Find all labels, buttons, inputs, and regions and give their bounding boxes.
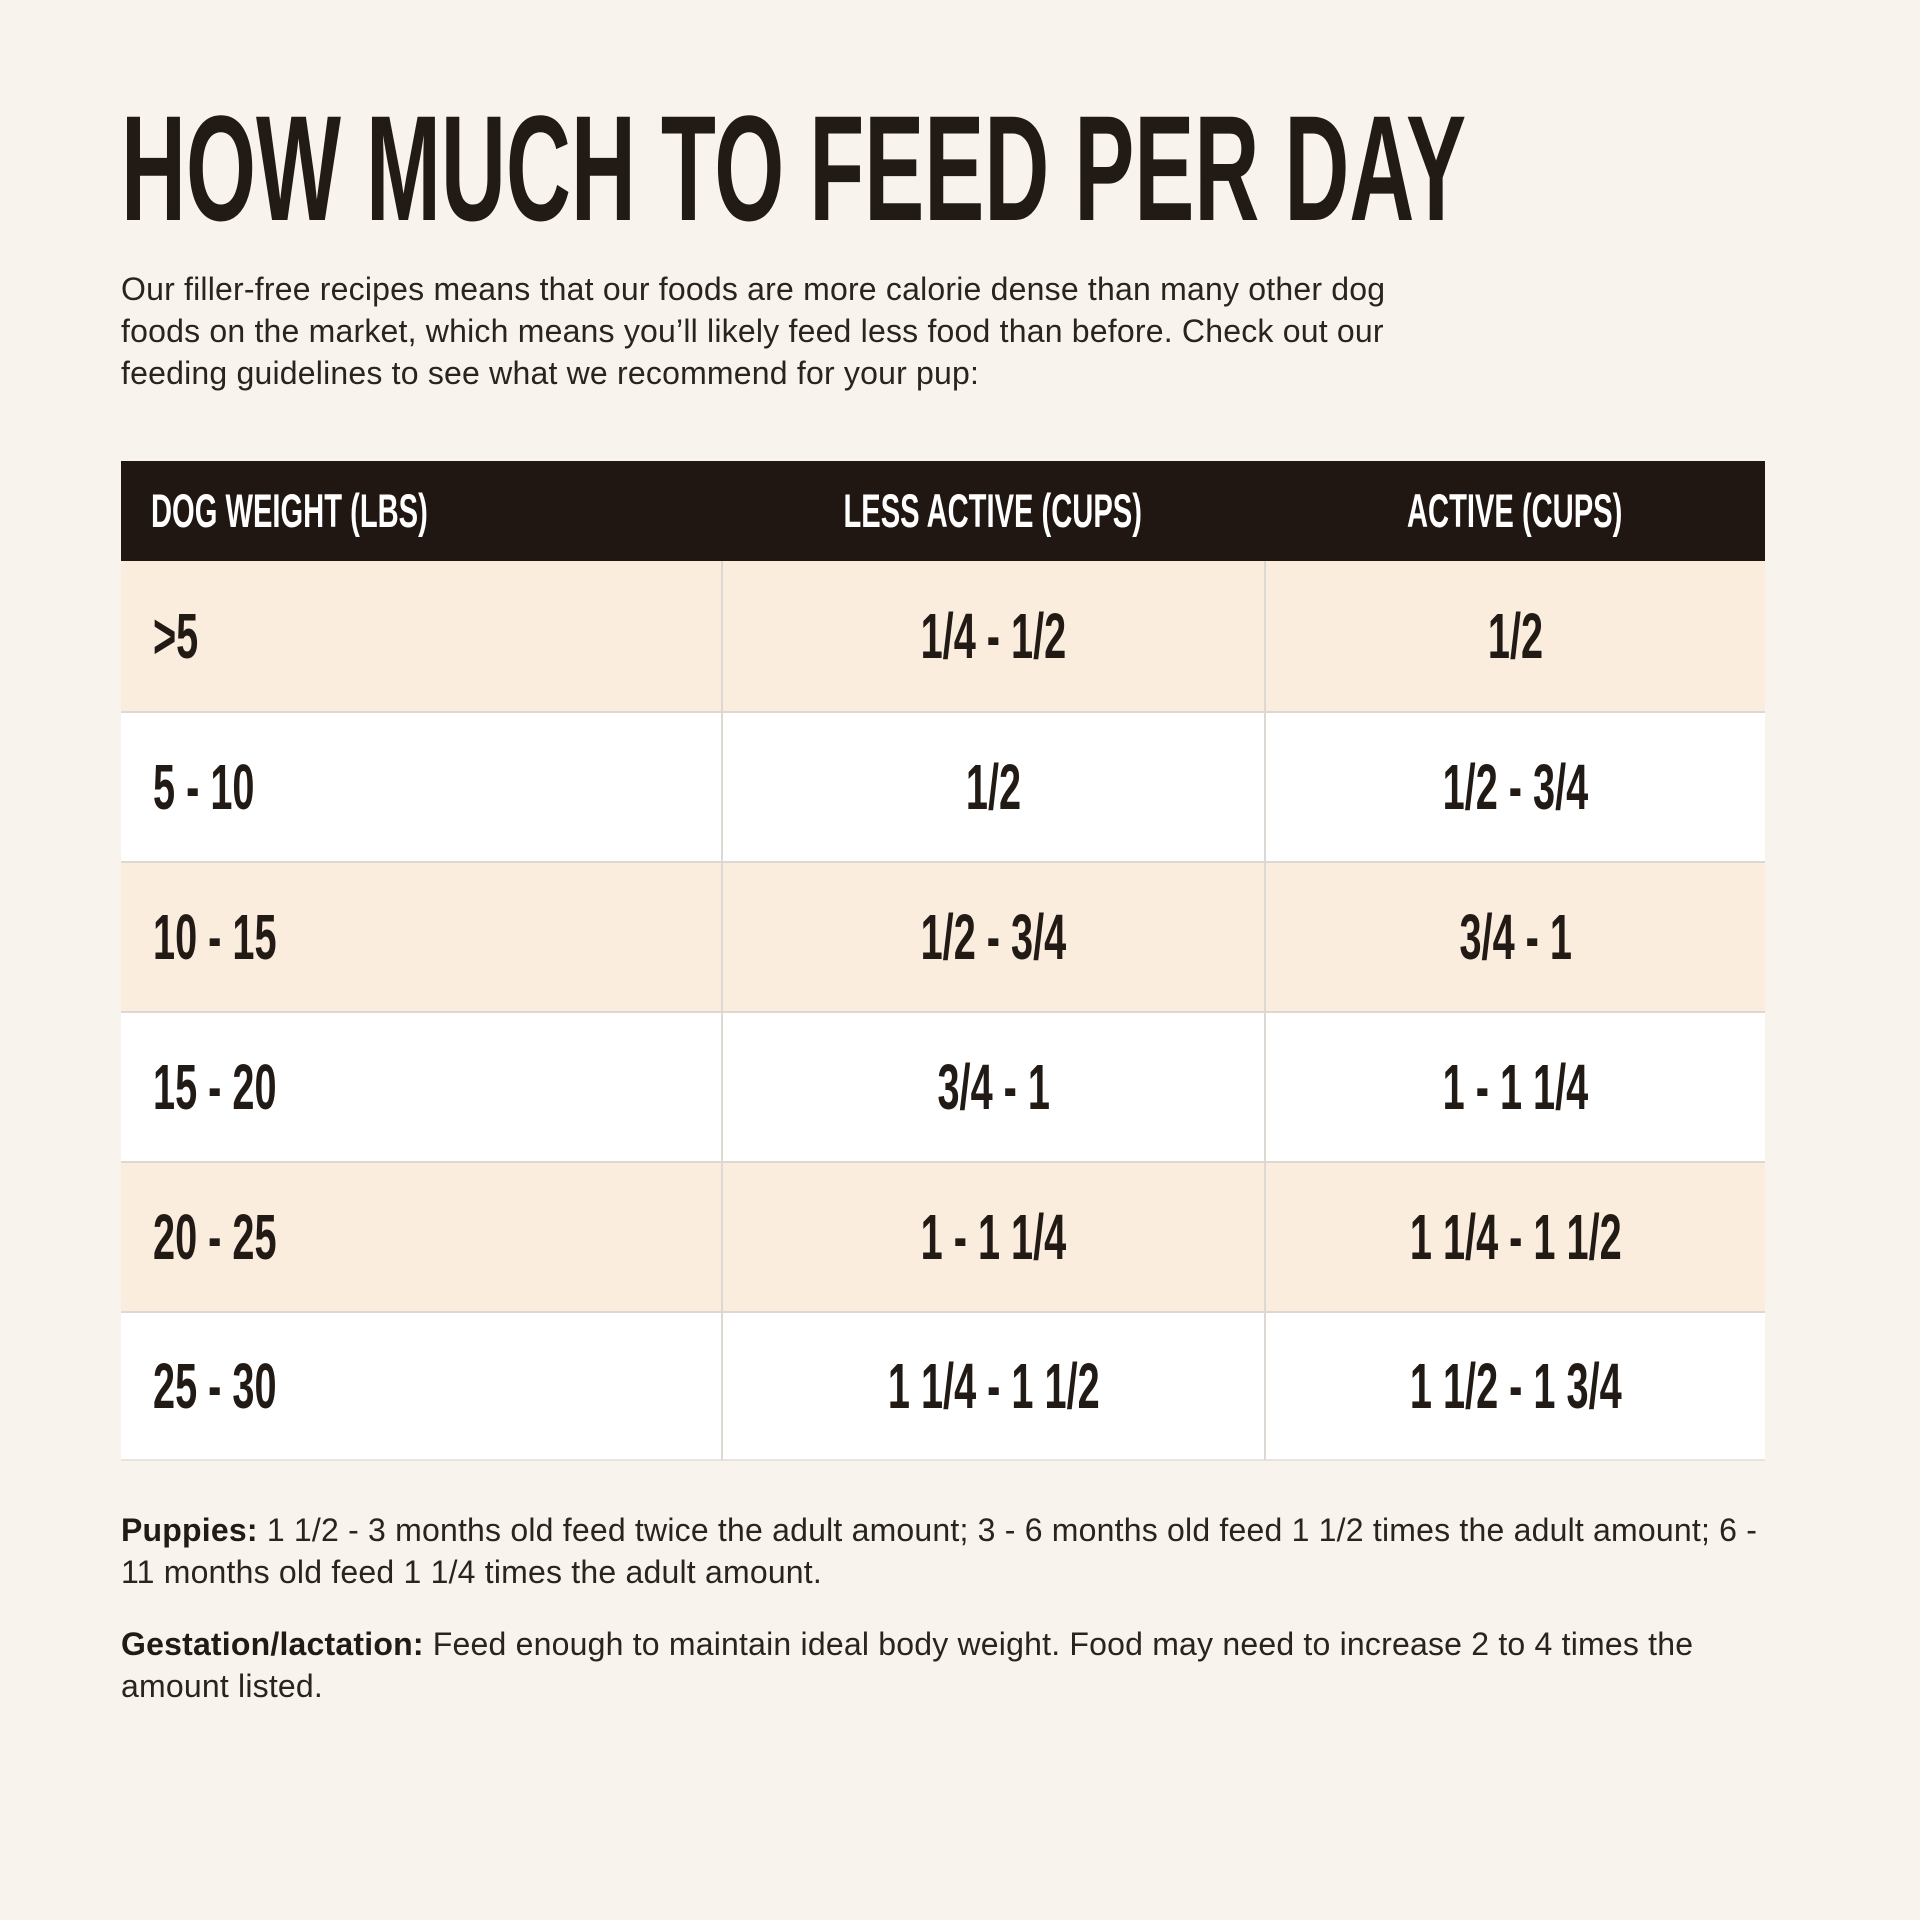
page-title-text: HOW MUCH TO FEED PER DAY — [121, 84, 1467, 252]
table-row: 15 - 20 3/4 - 1 1 - 1 1/4 — [121, 1010, 1765, 1161]
table-row: 5 - 10 1/2 1/2 - 3/4 — [121, 710, 1765, 861]
note-gestation-label: Gestation/lactation: — [121, 1626, 424, 1663]
active-cell: 1 - 1 1/4 — [1263, 1010, 1765, 1161]
col-header-less-active: LESS ACTIVE (CUPS) — [721, 460, 1264, 561]
note-puppies-label: Puppies: — [121, 1511, 258, 1548]
less-active-cell: 1/2 - 3/4 — [721, 860, 1264, 1011]
less-active-cell: 1 1/4 - 1 1/2 — [721, 1310, 1264, 1461]
content-area: HOW MUCH TO FEED PER DAY Our filler-free… — [121, 93, 1765, 1708]
table-row: 20 - 25 1 - 1 1/4 1 1/4 - 1 1/2 — [121, 1160, 1765, 1311]
col-header-dog-weight-label: DOG WEIGHT (LBS) — [151, 484, 428, 538]
weight-cell: 20 - 25 — [121, 1160, 722, 1311]
col-header-dog-weight: DOG WEIGHT (LBS) — [121, 460, 722, 561]
feeding-table: DOG WEIGHT (LBS) LESS ACTIVE (CUPS) ACTI… — [121, 460, 1765, 1461]
weight-cell: 5 - 10 — [121, 710, 722, 861]
col-header-active-label: ACTIVE (CUPS) — [1406, 484, 1622, 538]
weight-cell: >5 — [121, 560, 722, 711]
active-cell: 1/2 — [1263, 560, 1765, 711]
active-cell: 1/2 - 3/4 — [1263, 710, 1765, 861]
col-header-less-active-label: LESS ACTIVE (CUPS) — [843, 484, 1142, 538]
active-cell: 3/4 - 1 — [1263, 860, 1765, 1011]
note-gestation-text: Feed enough to maintain ideal body weigh… — [121, 1626, 1694, 1705]
col-header-active: ACTIVE (CUPS) — [1263, 460, 1765, 561]
note-puppies-text: 1 1/2 - 3 months old feed twice the adul… — [121, 1511, 1758, 1590]
less-active-cell: 1/2 — [721, 710, 1264, 861]
intro-text: Our filler-free recipes means that our f… — [121, 271, 1386, 391]
weight-cell: 10 - 15 — [121, 860, 722, 1011]
active-cell: 1 1/4 - 1 1/2 — [1263, 1160, 1765, 1311]
less-active-cell: 1/4 - 1/2 — [721, 560, 1264, 711]
note-puppies: Puppies: 1 1/2 - 3 months old feed twice… — [121, 1509, 1765, 1593]
note-gestation: Gestation/lactation: Feed enough to main… — [121, 1623, 1765, 1707]
weight-cell: 25 - 30 — [121, 1310, 722, 1461]
table-row: 10 - 15 1/2 - 3/4 3/4 - 1 — [121, 860, 1765, 1011]
table-row: >5 1/4 - 1/2 1/2 — [121, 560, 1765, 711]
table-row: 25 - 30 1 1/4 - 1 1/2 1 1/2 - 1 3/4 — [121, 1310, 1765, 1461]
table-header-row: DOG WEIGHT (LBS) LESS ACTIVE (CUPS) ACTI… — [121, 460, 1765, 561]
less-active-cell: 3/4 - 1 — [721, 1010, 1264, 1161]
weight-cell: 15 - 20 — [121, 1010, 722, 1161]
less-active-cell: 1 - 1 1/4 — [721, 1160, 1264, 1311]
page-title: HOW MUCH TO FEED PER DAY — [121, 93, 1765, 243]
active-cell: 1 1/2 - 1 3/4 — [1263, 1310, 1765, 1461]
